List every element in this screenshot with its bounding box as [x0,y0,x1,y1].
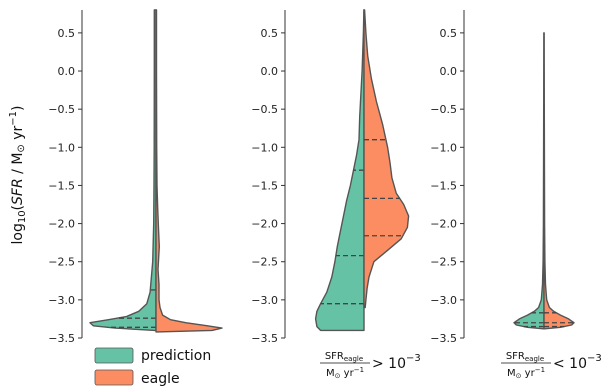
y-tick-label: 0.0 [58,65,76,78]
y-tick-label: −1.5 [48,179,75,192]
legend-swatch-prediction [94,347,134,364]
y-tick-label: −0.5 [430,103,457,116]
violin-half-eagle [155,9,223,333]
category-label-panel-3: SFReagle M⊙ yr−1 < 10−3 [501,351,602,380]
y-tick-label: 0.5 [58,27,76,40]
y-tick-label: −0.5 [48,103,75,116]
y-tick-label: −1.0 [48,141,75,154]
y-tick-label: −1.5 [430,179,457,192]
y-tick-label: −2.0 [48,218,75,231]
y-tick-label: 0.0 [261,65,279,78]
cat3-denominator: M⊙ yr−1 [507,366,545,380]
violin-half-eagle [363,9,410,309]
y-tick-label: −0.5 [251,103,278,116]
panels-group: −3.5 −3.0 −2.5 −2.0 −1.5 −1.0 −0.5 0.0 0.5 −3.5 −3… [48,9,575,345]
cat2-relation: > 10−3 [372,353,421,372]
violin-half-eagle [543,32,575,330]
y-tick-label: −1.5 [251,179,278,192]
violin-half-prediction [314,9,365,332]
y-tick-label: −1.0 [251,141,278,154]
y-tick-label: −2.5 [251,256,278,269]
ylabel-close: ) [10,105,26,110]
violin-half-prediction [89,9,157,332]
y-tick-label: −3.0 [48,294,75,307]
violin-half-prediction [513,32,545,330]
ylabel-sup: −1 [8,111,19,126]
legend: prediction eagle [94,347,211,387]
cat3-numerator: SFReagle [506,351,544,363]
ylabel-log: log [10,223,26,244]
legend-label-eagle: eagle [141,371,180,387]
y-tick-label: 0.5 [261,27,279,40]
category-label-panel-2: SFReagle M⊙ yr−1 > 10−3 [320,351,421,380]
cat2-numerator: SFReagle [325,351,363,363]
y-tick-label: −3.5 [48,332,75,345]
ylabel-sun: ⊙ [16,144,27,152]
y-tick-label: 0.5 [440,27,458,40]
y-tick-label: −2.0 [430,218,457,231]
y-tick-label: 0.0 [440,65,458,78]
y-tick-label: −3.5 [430,332,457,345]
legend-swatch-eagle [94,369,134,386]
cat2-denominator: M⊙ yr−1 [326,366,364,380]
y-tick-label: −2.5 [430,256,457,269]
ylabel-sfr: SFR [10,178,26,205]
y-tick-label: −2.0 [251,218,278,231]
ylabel-slash: / M [10,153,26,179]
y-axis-label: log10(SFR / M⊙ yr−1) [8,105,28,244]
cat3-relation: < 10−3 [553,353,602,372]
y-tick-label: −3.0 [430,294,457,307]
y-tick-label: −1.0 [430,141,457,154]
ylabel-sub: 10 [17,210,28,223]
ylabel-open: ( [10,205,26,210]
legend-label-prediction: prediction [141,348,211,364]
ylabel-unit: yr [10,125,26,144]
y-tick-label: −3.5 [251,332,278,345]
y-tick-label: −3.0 [251,294,278,307]
y-tick-label: −2.5 [48,256,75,269]
